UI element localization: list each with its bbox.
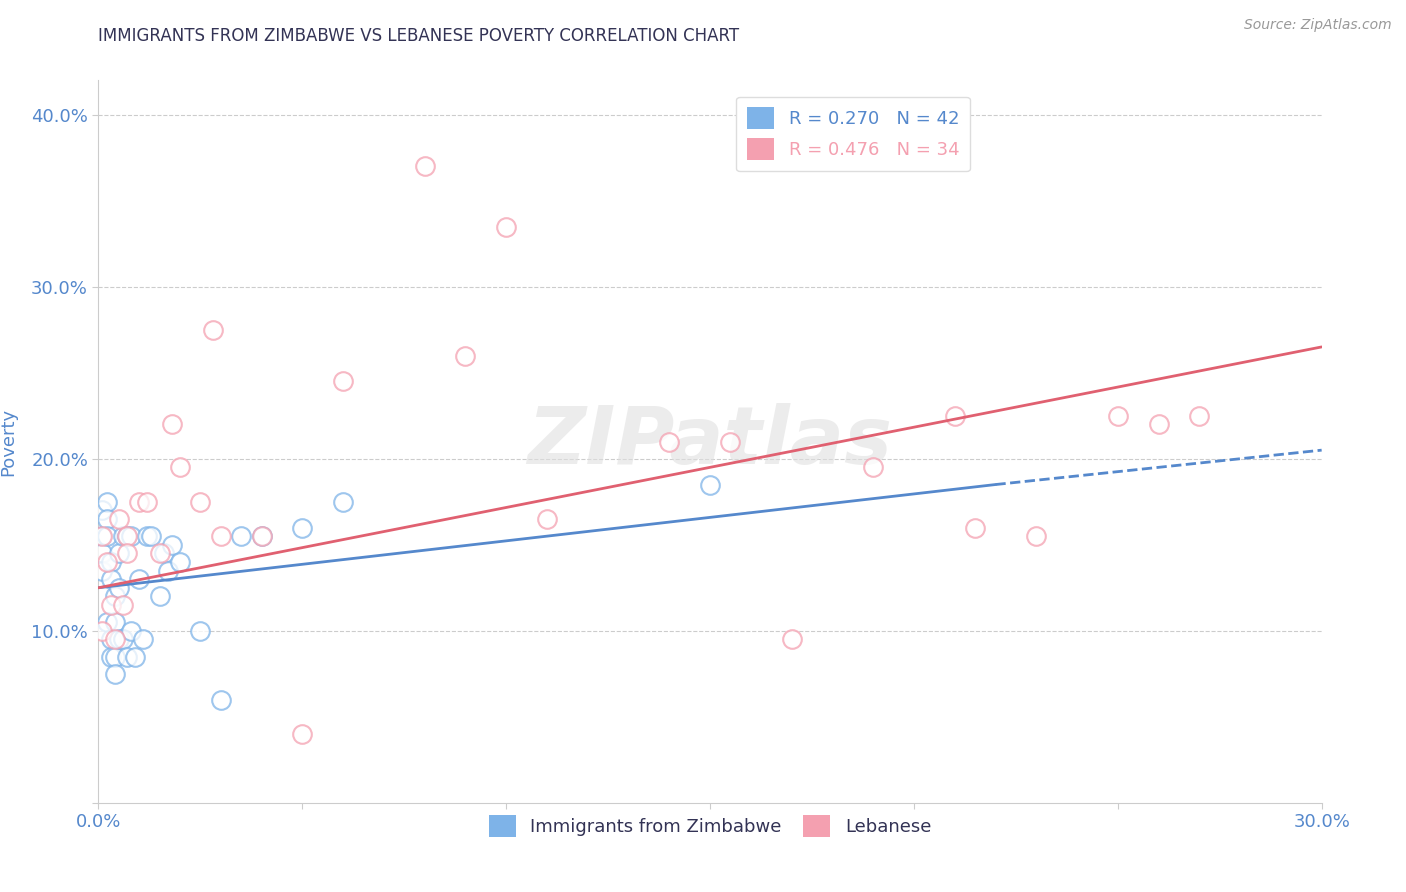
- Point: [291, 520, 314, 534]
- Point: [108, 546, 131, 560]
- Point: [91, 546, 114, 560]
- Point: [160, 417, 183, 432]
- Point: [91, 529, 114, 543]
- Point: [124, 649, 146, 664]
- Point: [91, 564, 114, 578]
- Point: [104, 666, 127, 681]
- Point: [136, 529, 159, 543]
- Point: [96, 529, 118, 543]
- Point: [96, 494, 118, 508]
- Point: [209, 692, 232, 706]
- Point: [104, 615, 127, 630]
- Point: [100, 649, 122, 664]
- Point: [100, 598, 122, 612]
- Point: [169, 555, 191, 569]
- Point: [152, 546, 174, 560]
- Y-axis label: Poverty: Poverty: [0, 408, 17, 475]
- Point: [115, 649, 138, 664]
- Point: [91, 624, 114, 638]
- Point: [100, 572, 122, 586]
- Point: [120, 529, 142, 543]
- Point: [91, 529, 114, 543]
- Text: ZIPatlas: ZIPatlas: [527, 402, 893, 481]
- Point: [120, 624, 142, 638]
- Point: [115, 546, 138, 560]
- Point: [250, 529, 273, 543]
- Point: [111, 529, 134, 543]
- Point: [231, 529, 253, 543]
- Point: [128, 572, 150, 586]
- Point: [96, 555, 118, 569]
- Point: [115, 529, 138, 543]
- Point: [1147, 417, 1170, 432]
- Point: [149, 590, 172, 604]
- Point: [209, 529, 232, 543]
- Point: [332, 494, 354, 508]
- Point: [160, 538, 183, 552]
- Point: [111, 598, 134, 612]
- Point: [658, 434, 681, 449]
- Point: [332, 375, 354, 389]
- Text: IMMIGRANTS FROM ZIMBABWE VS LEBANESE POVERTY CORRELATION CHART: IMMIGRANTS FROM ZIMBABWE VS LEBANESE POV…: [98, 27, 740, 45]
- Point: [201, 323, 224, 337]
- Point: [108, 632, 131, 647]
- Point: [943, 409, 966, 423]
- Point: [188, 494, 212, 508]
- Point: [965, 520, 987, 534]
- Point: [156, 564, 179, 578]
- Point: [115, 529, 138, 543]
- Point: [96, 615, 118, 630]
- Point: [96, 512, 118, 526]
- Point: [169, 460, 191, 475]
- Point: [718, 434, 742, 449]
- Point: [454, 349, 477, 363]
- Point: [132, 632, 155, 647]
- Point: [495, 219, 517, 234]
- Point: [104, 632, 127, 647]
- Point: [1107, 409, 1129, 423]
- Point: [862, 460, 884, 475]
- Point: [536, 512, 558, 526]
- Legend: Immigrants from Zimbabwe, Lebanese: Immigrants from Zimbabwe, Lebanese: [482, 808, 938, 845]
- Point: [100, 555, 122, 569]
- Point: [780, 632, 803, 647]
- Point: [699, 477, 721, 491]
- Point: [1025, 529, 1047, 543]
- Text: Source: ZipAtlas.com: Source: ZipAtlas.com: [1244, 18, 1392, 32]
- Point: [1188, 409, 1211, 423]
- Point: [104, 649, 127, 664]
- Point: [104, 590, 127, 604]
- Point: [128, 494, 150, 508]
- Point: [108, 581, 131, 595]
- Point: [188, 624, 212, 638]
- Point: [149, 546, 172, 560]
- Point: [91, 503, 114, 517]
- Point: [413, 159, 436, 173]
- Point: [141, 529, 163, 543]
- Point: [291, 727, 314, 741]
- Point: [100, 632, 122, 647]
- Point: [250, 529, 273, 543]
- Point: [111, 632, 134, 647]
- Point: [108, 512, 131, 526]
- Point: [136, 494, 159, 508]
